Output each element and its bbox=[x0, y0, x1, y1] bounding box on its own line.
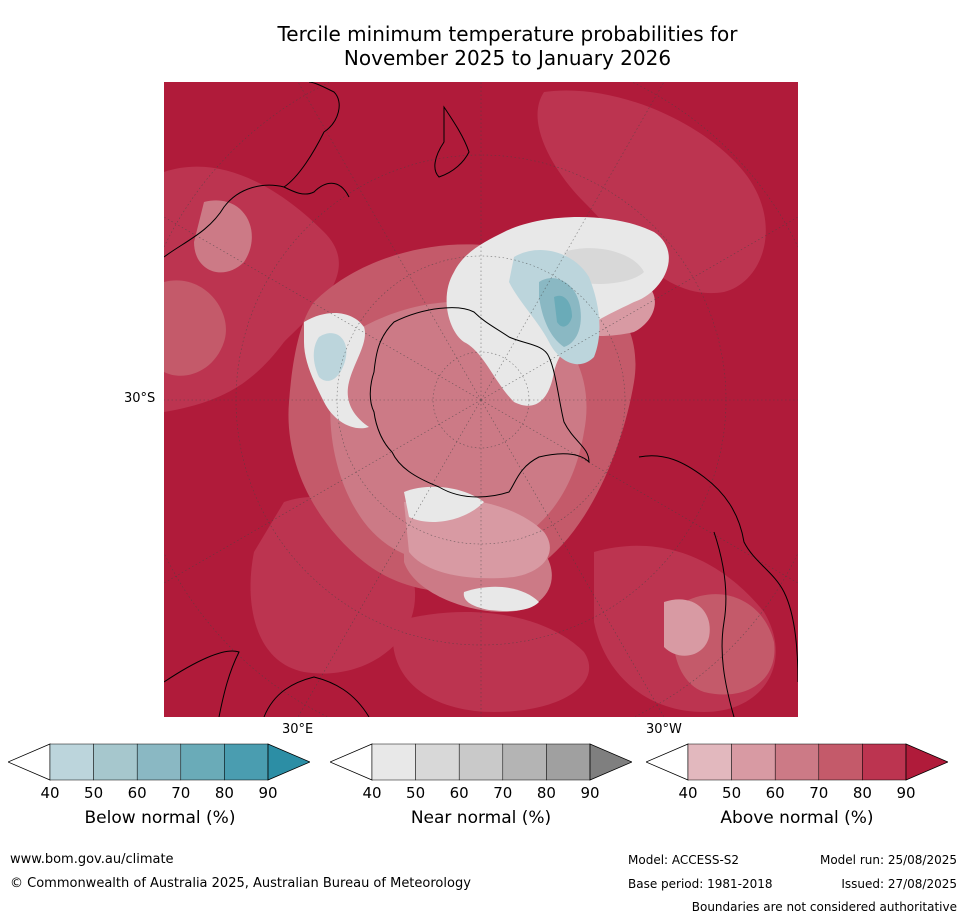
colorbar-above-bin bbox=[862, 743, 907, 781]
map-title: Tercile minimum temperature probabilitie… bbox=[160, 22, 855, 70]
colorbar-below-tick-label: 60 bbox=[128, 784, 147, 802]
colorbar-below-graphic: 40 50 60 70 80 90 bbox=[6, 743, 312, 802]
colorbar-below-tick-label: 90 bbox=[258, 784, 277, 802]
colorbar-above-bin bbox=[731, 743, 776, 781]
africa-coast bbox=[164, 650, 370, 717]
colorbar-near-bin bbox=[546, 743, 591, 781]
footer-model-run: Model run: 25/08/2025 bbox=[819, 853, 957, 867]
colorbar-near-tick-label: 40 bbox=[362, 784, 381, 802]
lon-label-30w: 30°W bbox=[646, 722, 682, 737]
lat-label-30s: 30°S bbox=[124, 391, 156, 406]
colorbar-near-bin bbox=[371, 743, 416, 781]
colorbar-below-low-extend bbox=[6, 743, 51, 781]
colorbar-below-normal: 40 50 60 70 80 90 bbox=[6, 742, 312, 806]
south-america-coast bbox=[638, 455, 798, 717]
colorbar-above-tick-label: 60 bbox=[766, 784, 785, 802]
colorbar-above-tick-label: 80 bbox=[853, 784, 872, 802]
probability-map bbox=[164, 82, 798, 717]
colorbar-above-tick-label: 70 bbox=[809, 784, 828, 802]
footer-base-period: Base period: 1981-2018 bbox=[628, 877, 773, 891]
colorbar-above-tick-label: 40 bbox=[678, 784, 697, 802]
colorbar-above-tick-label: 50 bbox=[722, 784, 741, 802]
colorbar-near-tick-label: 70 bbox=[493, 784, 512, 802]
colorbar-above-tick-label: 90 bbox=[896, 784, 915, 802]
lon-label-30e: 30°E bbox=[282, 722, 314, 737]
colorbar-below-tick-label: 70 bbox=[171, 784, 190, 802]
colorbar-near-tick-label: 60 bbox=[450, 784, 469, 802]
footer-copyright: © Commonwealth of Australia 2025, Austra… bbox=[10, 876, 471, 891]
colorbar-above-bin bbox=[774, 743, 820, 781]
colorbar-below-bin bbox=[49, 743, 94, 781]
colorbar-above-normal: 40 50 60 70 80 90 bbox=[644, 742, 950, 806]
colorbar-near-high-extend bbox=[589, 743, 634, 781]
footer-issued: Issued: 27/08/2025 bbox=[841, 877, 957, 891]
colorbar-above-bin bbox=[818, 743, 863, 781]
colorbar-below-bin bbox=[136, 743, 182, 781]
colorbar-near-tick-label: 50 bbox=[406, 784, 425, 802]
colorbar-above-low-extend bbox=[644, 743, 689, 781]
coastlines bbox=[164, 82, 798, 717]
footer-website-link[interactable]: www.bom.gov.au/climate bbox=[10, 852, 174, 867]
colorbar-near-bin bbox=[415, 743, 460, 781]
colorbar-above-graphic: 40 50 60 70 80 90 bbox=[644, 743, 950, 802]
longitude-graticule bbox=[164, 82, 798, 717]
footer-model: Model: ACCESS-S2 bbox=[628, 853, 740, 867]
australia-coast bbox=[164, 82, 350, 258]
colorbar-near-normal: 40 50 60 70 80 90 bbox=[328, 742, 634, 806]
colorbar-above-bin bbox=[687, 743, 732, 781]
colorbar-below-tick-label: 80 bbox=[215, 784, 234, 802]
colorbar-near-tick-label: 90 bbox=[580, 784, 599, 802]
new-zealand-coast bbox=[434, 105, 470, 178]
title-line-2: November 2025 to January 2026 bbox=[343, 46, 672, 70]
colorbar-near-graphic: 40 50 60 70 80 90 bbox=[328, 743, 634, 802]
footer-boundaries-note: Boundaries are not considered authoritat… bbox=[691, 900, 957, 914]
colorbar-below-bin bbox=[224, 743, 269, 781]
colorbar-near-title: Near normal (%) bbox=[410, 808, 552, 828]
colorbar-below-tick-label: 50 bbox=[84, 784, 103, 802]
colorbar-near-bin bbox=[502, 743, 547, 781]
colorbar-below-bin bbox=[180, 743, 225, 781]
colorbar-near-bin bbox=[458, 743, 504, 781]
title-line-1: Tercile minimum temperature probabilitie… bbox=[277, 22, 738, 46]
colorbar-below-bin bbox=[93, 743, 138, 781]
colorbar-near-tick-label: 80 bbox=[537, 784, 556, 802]
colorbar-below-high-extend bbox=[267, 743, 312, 781]
colorbar-near-low-extend bbox=[328, 743, 373, 781]
below-normal-zones bbox=[313, 249, 600, 381]
colorbar-above-title: Above normal (%) bbox=[720, 808, 874, 828]
colorbar-below-tick-label: 40 bbox=[40, 784, 59, 802]
colorbar-above-high-extend bbox=[905, 743, 950, 781]
antarctica-coast bbox=[369, 307, 590, 498]
colorbar-below-title: Below normal (%) bbox=[84, 808, 236, 828]
